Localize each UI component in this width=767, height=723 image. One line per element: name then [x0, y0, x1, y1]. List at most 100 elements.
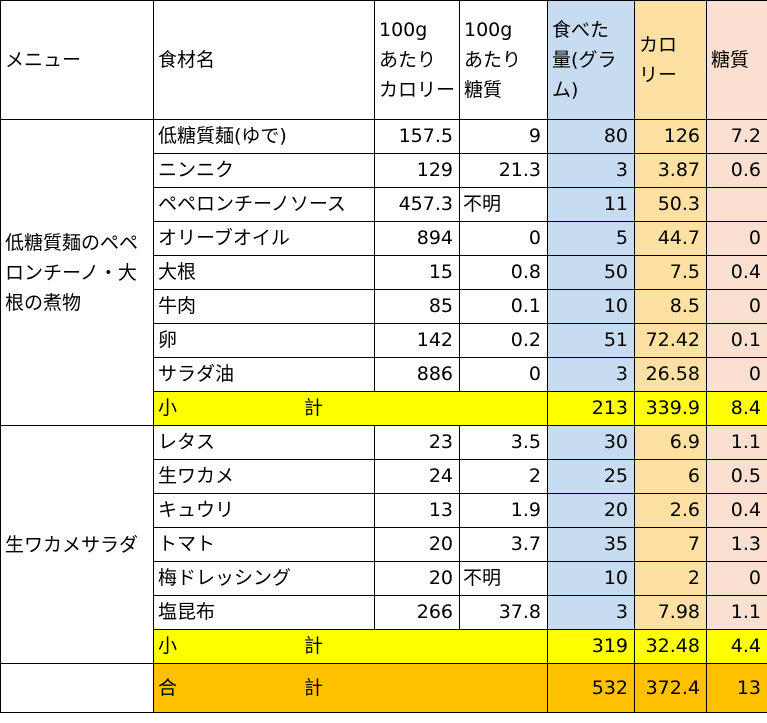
sugar-per-100g-cell: 1.9: [459, 493, 548, 528]
subtotal-label-b: 計: [303, 397, 323, 419]
sugar-cell: 7.2: [706, 119, 767, 154]
ingredient-name: ニンニク: [153, 153, 375, 188]
cal-per-100g-cell: 13: [374, 493, 460, 528]
sugar-cell: 0.5: [706, 459, 767, 494]
header-menu: メニュー: [0, 0, 154, 120]
cal-per-100g-cell: 142: [374, 323, 460, 358]
subtotal-label-a: 小: [158, 635, 178, 657]
sugar-per-100g-cell: 不明: [459, 561, 548, 596]
ingredient-name: キュウリ: [153, 493, 375, 528]
sugar-per-100g-cell: 0: [459, 221, 548, 256]
table-row: 梅ドレッシング 20 不明 10 2 0: [1, 561, 767, 596]
cal-per-100g-cell: 24: [374, 459, 460, 494]
header-row: メニュー 食材名 100g あたり カロリー 100g あたり 糖質 食べた 量…: [0, 0, 767, 120]
subtotal-label-b: 計: [303, 635, 323, 657]
subtotal-label: 小計: [153, 629, 548, 664]
cal-per-100g-cell: 85: [374, 289, 460, 324]
subtotal-label-text: 小計: [158, 631, 323, 663]
subtotal-label-a: 小: [158, 397, 178, 419]
table-row: 牛肉 85 0.1 10 8.5 0: [1, 289, 767, 324]
sugar-per-100g-cell: 21.3: [459, 153, 548, 188]
table-row: 卵 142 0.2 51 72.42 0.1: [1, 323, 767, 358]
sugar-cell: 0.4: [706, 493, 767, 528]
subtotal-row: 小計 319 32.48 4.4: [1, 629, 767, 664]
sugar-per-100g-cell: 0.1: [459, 289, 548, 324]
cal-per-100g-cell: 23: [374, 425, 460, 460]
total-label-a: 合: [158, 677, 178, 699]
sugar-per-100g-cell: 0.8: [459, 255, 548, 290]
subtotal-sugar: 8.4: [706, 391, 767, 426]
subtotal-row: 小計 213 339.9 8.4: [1, 391, 767, 426]
cal-per-100g-cell: 15: [374, 255, 460, 290]
table-row: ニンニク 129 21.3 3 3.87 0.6: [1, 153, 767, 188]
subtotal-calorie: 32.48: [634, 629, 707, 664]
amount-cell: 3: [547, 357, 635, 392]
table-row: サラダ油 886 0 3 26.58 0: [1, 357, 767, 392]
sugar-cell: [706, 187, 767, 222]
sugar-per-100g-cell: 3.7: [459, 527, 548, 562]
header-amount: 食べた 量(グラ ム): [547, 0, 635, 120]
sugar-cell: 0.6: [706, 153, 767, 188]
amount-cell: 10: [547, 561, 635, 596]
ingredient-name: 生ワカメ: [153, 459, 375, 494]
menu-cell: 低糖質麺のペペロンチーノ・大根の煮物: [0, 119, 154, 426]
total-row: 合計 532 372.4 13: [0, 663, 767, 713]
amount-cell: 20: [547, 493, 635, 528]
calorie-cell: 7.5: [634, 255, 707, 290]
amount-cell: 80: [547, 119, 635, 154]
total-calorie: 372.4: [634, 663, 707, 713]
sugar-cell: 1.1: [706, 425, 767, 460]
cal-per-100g-cell: 457.3: [374, 187, 460, 222]
sugar-cell: 0: [706, 289, 767, 324]
calorie-cell: 50.3: [634, 187, 707, 222]
calorie-cell: 6: [634, 459, 707, 494]
cal-per-100g-cell: 266: [374, 595, 460, 630]
table-row: 大根 15 0.8 50 7.5 0.4: [1, 255, 767, 290]
cal-per-100g-cell: 886: [374, 357, 460, 392]
header-calorie: カロ リー: [634, 0, 707, 120]
amount-cell: 50: [547, 255, 635, 290]
table-row: トマト 20 3.7 35 7 1.3: [1, 527, 767, 562]
calorie-cell: 2: [634, 561, 707, 596]
amount-cell: 35: [547, 527, 635, 562]
sugar-per-100g-cell: 0.2: [459, 323, 548, 358]
subtotal-sugar: 4.4: [706, 629, 767, 664]
sugar-per-100g-cell: 3.5: [459, 425, 548, 460]
calorie-cell: 7: [634, 527, 707, 562]
cal-per-100g-cell: 129: [374, 153, 460, 188]
sugar-cell: 0.4: [706, 255, 767, 290]
calorie-cell: 3.87: [634, 153, 707, 188]
cal-per-100g-cell: 20: [374, 527, 460, 562]
ingredient-name: トマト: [153, 527, 375, 562]
sugar-per-100g-cell: 0: [459, 357, 548, 392]
calorie-cell: 7.98: [634, 595, 707, 630]
table-row: 低糖質麺のペペロンチーノ・大根の煮物 低糖質麺(ゆで) 157.5 9 80 126 7.2: [0, 119, 767, 426]
amount-cell: 25: [547, 459, 635, 494]
menu-cell: 生ワカメサラダ: [0, 425, 154, 664]
amount-cell: 11: [547, 187, 635, 222]
ingredient-name: ペペロンチーノソース: [153, 187, 375, 222]
amount-cell: 51: [547, 323, 635, 358]
subtotal-label-text: 小計: [158, 393, 323, 425]
calorie-cell: 2.6: [634, 493, 707, 528]
cal-per-100g-cell: 894: [374, 221, 460, 256]
calorie-cell: 72.42: [634, 323, 707, 358]
total-menu-blank: [0, 663, 154, 713]
subtotal-calorie: 339.9: [634, 391, 707, 426]
ingredient-name: 卵: [153, 323, 375, 358]
header-sugar: 糖質: [706, 0, 767, 120]
amount-cell: 3: [547, 595, 635, 630]
header-ingredient: 食材名: [153, 0, 375, 120]
ingredient-name: サラダ油: [153, 357, 375, 392]
calorie-cell: 26.58: [634, 357, 707, 392]
cal-per-100g-cell: 157.5: [374, 119, 460, 154]
total-label: 合計: [153, 663, 548, 713]
sugar-cell: 0: [706, 561, 767, 596]
total-amount: 532: [547, 663, 635, 713]
total-label-b: 計: [303, 677, 323, 699]
sugar-cell: 1.3: [706, 527, 767, 562]
sugar-per-100g-cell: 不明: [459, 187, 548, 222]
cal-per-100g-cell: 20: [374, 561, 460, 596]
header-sugar-per-100g: 100g あたり 糖質: [459, 0, 548, 120]
